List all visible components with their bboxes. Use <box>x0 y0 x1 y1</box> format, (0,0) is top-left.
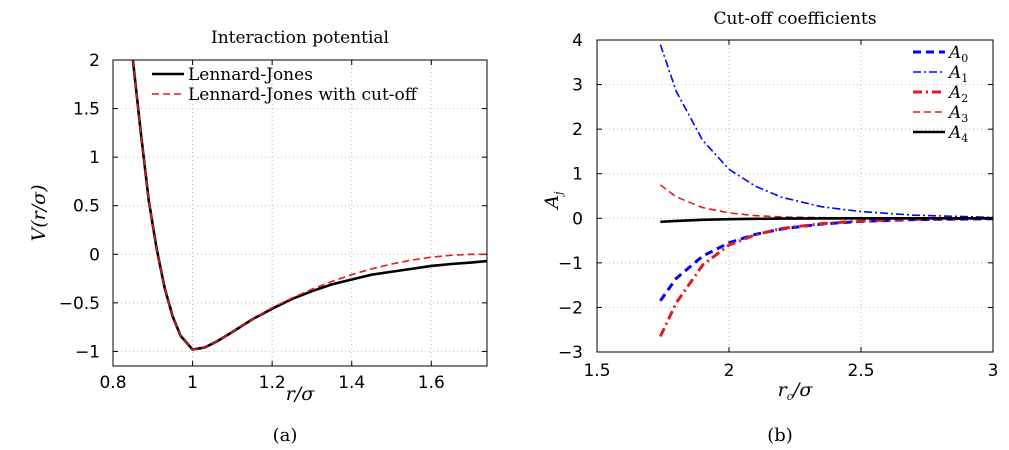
y-tick-label: −2 <box>558 298 583 318</box>
plot-frame <box>596 39 994 353</box>
y-tick-label: 4 <box>572 31 583 51</box>
legend-label-2: A1 <box>947 63 968 85</box>
y-tick-label: 2 <box>572 120 583 140</box>
series-line-2 <box>659 44 993 219</box>
chart-a: 0.8 1 1.2 1.4 1.6 2 1.5 1 0.5 0 −0.5 −1 Lennard-Jone… <box>28 28 488 446</box>
x-tick-label: 2.5 <box>847 361 874 381</box>
y-tick-label: 0 <box>572 209 583 229</box>
x-axis-label: r/σ <box>286 383 315 405</box>
x-tick-label: 1.2 <box>259 373 286 393</box>
series-line-4 <box>659 184 993 220</box>
x-tick-label: 1.4 <box>338 373 365 393</box>
x-tick-label: 0.8 <box>99 373 126 393</box>
x-tick-label: 1 <box>187 373 198 393</box>
legend-label-5: A4 <box>947 123 968 145</box>
y-tick-label: −3 <box>558 343 583 363</box>
x-tick-label: 1.6 <box>418 373 445 393</box>
y-tick-label: 1.5 <box>73 100 100 120</box>
subfigure-caption: (a) <box>273 425 298 446</box>
legend-label-1: A0 <box>947 43 968 65</box>
legend-label-2: Lennard-Jones with cut-off <box>188 85 419 105</box>
y-tick-label: −1 <box>558 254 583 274</box>
chart-title: Cut-off coefficients <box>713 9 876 29</box>
y-tick-label: 2 <box>89 51 100 71</box>
y-axis-label: Aj <box>541 191 565 211</box>
x-tick-label: 2 <box>724 361 735 381</box>
series-line-1 <box>659 217 993 302</box>
x-tick-label: 3 <box>988 361 999 381</box>
y-tick-label: 0.5 <box>73 197 100 217</box>
y-tick-label: −0.5 <box>59 294 100 314</box>
y-tick-label: 1 <box>572 165 583 185</box>
legend-label-1: Lennard-Jones <box>188 65 313 85</box>
series-group <box>131 60 487 351</box>
chart-title: Interaction potential <box>211 28 389 48</box>
series-line-3 <box>659 216 993 338</box>
y-tick-label: 0 <box>89 245 100 265</box>
legend-label-3: A2 <box>947 83 968 105</box>
series-line-5 <box>660 216 993 224</box>
y-tick-label: −1 <box>75 342 100 362</box>
y-tick-label: 3 <box>572 76 583 96</box>
plot-frame <box>112 59 488 367</box>
subfigure-caption: (b) <box>767 425 793 446</box>
series-line-2 <box>132 60 487 351</box>
y-tick-label: 1 <box>89 148 100 168</box>
series-group <box>659 44 993 338</box>
legend-label-4: A3 <box>947 103 968 125</box>
x-axis-label: rc/σ <box>778 379 814 403</box>
y-axis-label: V(r/σ) <box>28 185 50 242</box>
x-tick-label: 1.5 <box>583 361 610 381</box>
